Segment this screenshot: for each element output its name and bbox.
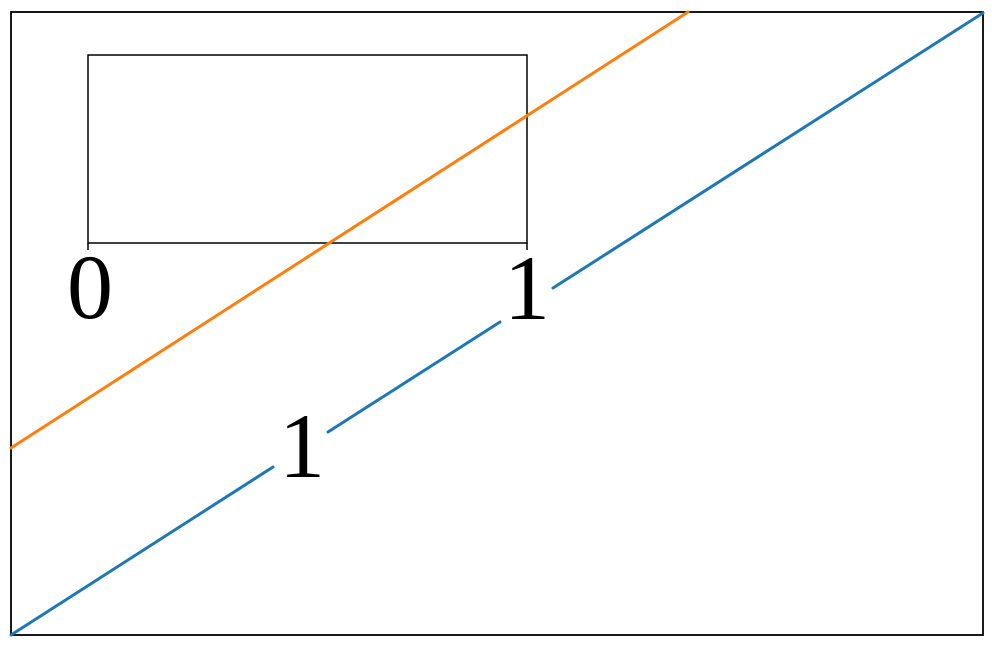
inset-xtick-label-1: 1 [504, 237, 550, 339]
line-inline-label-1: 1 [279, 395, 325, 497]
line-orange-segment-0 [9, 10, 690, 450]
line-blue-segment-1 [326, 320, 502, 434]
axes-frame [10, 11, 984, 636]
inset-xtick-label-0: 0 [67, 236, 113, 338]
line-blue-segment-2 [551, 11, 985, 290]
line-blue-segment-0 [9, 465, 275, 637]
inset-box [87, 54, 528, 244]
